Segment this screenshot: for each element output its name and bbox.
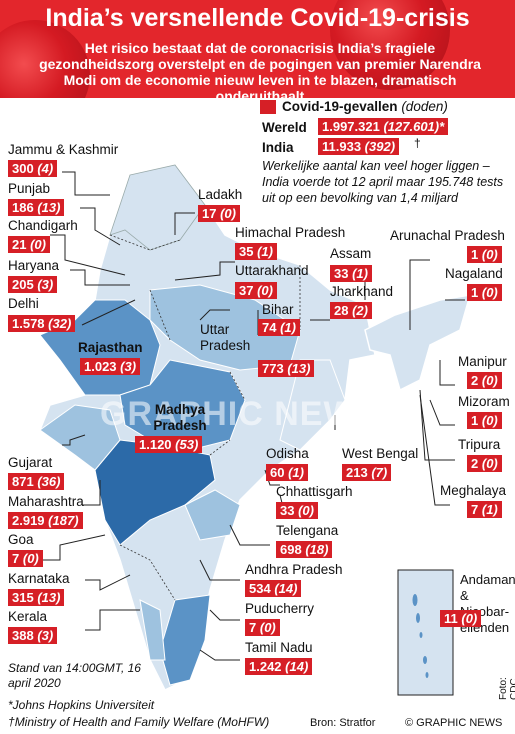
region-northeast bbox=[364, 294, 472, 392]
state-label: Nagaland bbox=[445, 266, 503, 281]
state-value: 1.578 (32) bbox=[8, 315, 76, 332]
state-value: 388 (3) bbox=[8, 627, 58, 644]
region-gujarat bbox=[39, 404, 121, 471]
legend-world-label: Wereld bbox=[262, 120, 307, 135]
state-value: 1.120 (53) bbox=[135, 436, 203, 453]
state-value: 300 (4) bbox=[8, 160, 58, 177]
state-value: 698 (18) bbox=[276, 541, 333, 558]
state-label: Odisha bbox=[266, 446, 309, 461]
state-label: Himachal Pradesh bbox=[235, 225, 346, 240]
state-value: 1 (0) bbox=[467, 412, 502, 429]
state-label: Ladakh bbox=[198, 187, 243, 202]
region-east bbox=[279, 359, 346, 451]
legend-india-value: 11.933 (392) bbox=[318, 138, 400, 155]
state-value: 74 (1) bbox=[258, 319, 300, 336]
legend-swatch bbox=[260, 100, 276, 114]
leader-lines bbox=[40, 171, 465, 661]
copyright-credit: © GRAPHIC NEWS bbox=[405, 717, 503, 729]
region-madhya-pradesh bbox=[119, 359, 246, 451]
state-value: 773 (13) bbox=[258, 360, 315, 377]
state-value: 205 (3) bbox=[8, 276, 58, 293]
state-label: Chhattisgarh bbox=[276, 484, 353, 499]
state-value: 2.919 (187) bbox=[8, 512, 83, 529]
photo-credit: Foto: CDC bbox=[498, 677, 515, 700]
state-label: Chandigarh bbox=[8, 218, 78, 233]
state-value: 2 (0) bbox=[467, 372, 502, 389]
andaman-inset-box bbox=[397, 569, 454, 696]
state-value: 1.023 (3) bbox=[80, 358, 141, 375]
state-label: Madhya Pradesh bbox=[153, 402, 207, 433]
state-label: Haryana bbox=[8, 258, 60, 273]
state-label: West Bengal bbox=[342, 446, 419, 461]
state-value: 28 (2) bbox=[330, 302, 372, 319]
state-value: 7 (1) bbox=[467, 501, 502, 518]
state-value: 33 (1) bbox=[330, 265, 372, 282]
state-label: Tripura bbox=[458, 437, 501, 452]
state-label: Rajasthan bbox=[78, 340, 143, 355]
legend-india-mark: † bbox=[414, 136, 421, 150]
state-label: Telengana bbox=[276, 523, 339, 538]
state-label: Andhra Pradesh bbox=[245, 562, 343, 577]
state-value: 11 (0) bbox=[440, 610, 482, 627]
state-value: 7 (0) bbox=[245, 619, 280, 636]
stand-date: Stand van 14:00GMT, 16 april 2020 bbox=[8, 661, 141, 690]
state-label: Kerala bbox=[8, 609, 48, 624]
state-label: Karnataka bbox=[8, 571, 70, 586]
state-label: Jammu & Kashmir bbox=[8, 142, 119, 157]
state-label: Delhi bbox=[8, 296, 39, 311]
footnote-jhu: *Johns Hopkins Universiteit bbox=[8, 698, 155, 712]
region-kerala bbox=[139, 599, 166, 661]
state-label: Meghalaya bbox=[440, 483, 507, 498]
state-borders bbox=[109, 234, 301, 601]
state-label: Puducherry bbox=[245, 601, 315, 616]
region-telangana bbox=[184, 489, 241, 541]
state-label: Jharkhand bbox=[330, 284, 394, 299]
page-title: India’s versnellende Covid-19-crisis bbox=[45, 4, 470, 32]
region-north bbox=[109, 164, 206, 251]
source-credit: Bron: Stratfor bbox=[310, 717, 376, 729]
state-value: 534 (14) bbox=[245, 580, 302, 597]
watermark: GRAPHIC NEWS bbox=[100, 395, 381, 433]
state-label: Tamil Nadu bbox=[245, 640, 313, 655]
state-value: 871 (36) bbox=[8, 473, 65, 490]
state-value: 213 (7) bbox=[342, 464, 392, 481]
footnote-ministry: †Ministry of Health and Family Welfare (… bbox=[8, 715, 270, 729]
state-value: 35 (1) bbox=[235, 243, 277, 260]
state-label: Uttar Pradesh bbox=[200, 322, 251, 353]
legend-india-label: India bbox=[262, 140, 294, 155]
state-label: Goa bbox=[8, 532, 34, 547]
state-value: 1.242 (14) bbox=[245, 658, 313, 675]
state-label: Bihar bbox=[262, 302, 294, 317]
legend-world-value: 1.997.321 (127.601)* bbox=[318, 118, 449, 135]
state-label: Punjab bbox=[8, 181, 51, 196]
state-label: Assam bbox=[330, 246, 372, 261]
header-banner: India’s versnellende Covid-19-crisis Het… bbox=[0, 0, 515, 98]
state-value: 37 (0) bbox=[235, 282, 277, 299]
state-value: 1 (0) bbox=[467, 284, 502, 301]
state-label: Gujarat bbox=[8, 455, 53, 470]
legend-note: Werkelijke aantal kan veel hoger liggen … bbox=[262, 159, 504, 205]
state-label: Manipur bbox=[458, 354, 507, 369]
state-value: 7 (0) bbox=[8, 550, 43, 567]
state-value: 17 (0) bbox=[198, 205, 240, 222]
state-value: 60 (1) bbox=[266, 464, 308, 481]
state-label: Maharashtra bbox=[8, 494, 84, 509]
legend-title: Covid-19-gevallen (doden) bbox=[282, 99, 448, 114]
state-label: Uttarakhand bbox=[235, 263, 309, 278]
state-value: 2 (0) bbox=[467, 455, 502, 472]
state-value: 315 (13) bbox=[8, 589, 65, 606]
state-value: 1 (0) bbox=[467, 246, 502, 263]
andaman-islands-inset bbox=[412, 594, 429, 678]
state-value: 21 (0) bbox=[8, 236, 50, 253]
state-label: Mizoram bbox=[458, 394, 510, 409]
page-subtitle: Het risico bestaat dat de coronacrisis I… bbox=[39, 40, 481, 98]
state-value: 33 (0) bbox=[276, 502, 318, 519]
state-value: 186 (13) bbox=[8, 199, 65, 216]
state-label: Arunachal Pradesh bbox=[390, 228, 505, 243]
